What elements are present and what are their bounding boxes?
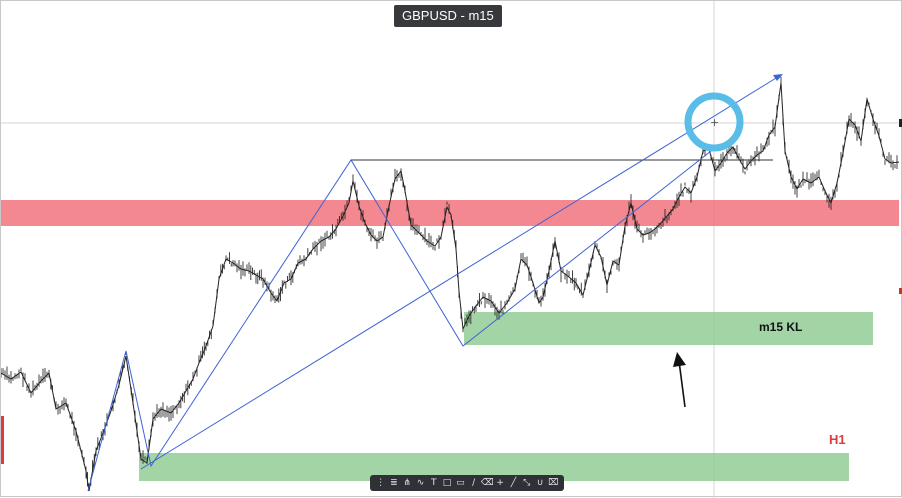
- highlight-circle[interactable]: [684, 92, 744, 152]
- chart-title: GBPUSD - m15: [394, 5, 502, 27]
- price-line: [1, 82, 900, 492]
- magnet-icon[interactable]: ∪: [536, 478, 544, 488]
- wave-icon[interactable]: ∿: [416, 478, 425, 488]
- eraser-icon[interactable]: ⌫: [480, 478, 494, 488]
- left-edge-marker: [1, 416, 4, 464]
- right-edge-marker-dark: [899, 119, 902, 127]
- right-edge-marker-red: [899, 288, 902, 294]
- trendline-long[interactable]: [140, 74, 782, 470]
- grip-icon[interactable]: ⋮: [376, 478, 386, 488]
- h1-label: H1: [829, 432, 846, 447]
- arrow-head-icon: [773, 74, 783, 81]
- trendline-icon[interactable]: ╱: [510, 478, 517, 488]
- pitchfork-icon[interactable]: ⋔: [403, 478, 411, 488]
- annotation-arrow-shaft[interactable]: [678, 360, 686, 408]
- fib-icon[interactable]: ≣: [390, 478, 398, 488]
- m15-key-level-zone[interactable]: [464, 312, 873, 345]
- rectangle-icon[interactable]: □: [442, 478, 452, 488]
- text-icon[interactable]: T: [431, 478, 437, 488]
- trash-icon[interactable]: ⌧: [548, 478, 559, 488]
- annotation-arrow-head-icon: [673, 352, 686, 367]
- brush-icon[interactable]: ∕: [472, 478, 476, 488]
- crosshair-plus-icon: +: [710, 116, 719, 129]
- cross-icon[interactable]: +: [496, 478, 504, 488]
- drawing-toolbar: ⋮ ≣ ⋔ ∿ T □ ▭ ∕ ⌫ + ╱ ⤡ ∪ ⌧: [370, 475, 564, 491]
- measure-icon[interactable]: ⤡: [523, 478, 531, 488]
- zigzag-impulse-line[interactable]: [87, 150, 712, 492]
- price-series: [1, 76, 900, 492]
- m15-kl-label: m15 KL: [759, 320, 802, 334]
- ruler-icon[interactable]: ▭: [456, 478, 465, 488]
